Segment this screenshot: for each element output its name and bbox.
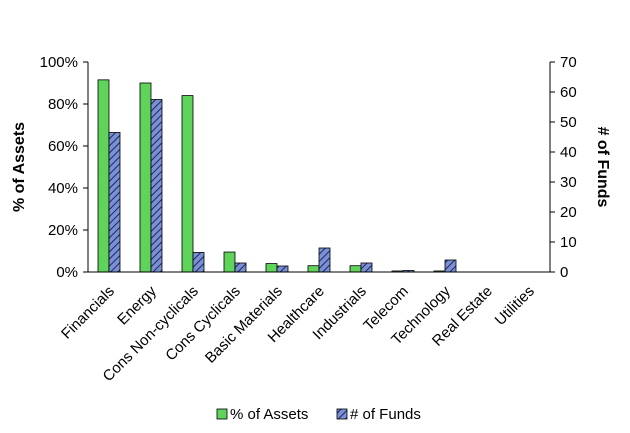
right-tick-label: 20 [560, 204, 577, 221]
right-axis-title: # of Funds [594, 127, 611, 208]
bar-funds [192, 252, 205, 273]
left-tick-label: 0% [56, 264, 78, 281]
bar-funds [150, 99, 163, 273]
left-tick-label: 40% [48, 180, 78, 197]
left-tick-label: 80% [48, 96, 78, 113]
bar-assets [349, 265, 362, 273]
legend-swatch-funds [336, 408, 348, 420]
right-tick-label: 50 [560, 114, 577, 131]
right-tick-label: 30 [560, 174, 577, 191]
right-tick-label: 10 [560, 234, 577, 251]
legend-swatch-assets [216, 408, 228, 420]
left-tick-label: 60% [48, 138, 78, 155]
bar-funds [444, 259, 457, 273]
legend-label-funds: # of Funds [350, 406, 421, 423]
right-tick-label: 40 [560, 144, 577, 161]
bar-assets [307, 265, 320, 273]
right-tick-label: 0 [560, 264, 568, 281]
bar-funds [318, 247, 331, 273]
legend-label-assets: % of Assets [230, 406, 308, 423]
category-label: Utilities [492, 283, 538, 329]
legend: % of Assets # of Funds [216, 406, 421, 423]
left-y-ticks: 0% 20% 40% 60% 80% 100% [40, 54, 88, 281]
bar-funds [234, 262, 247, 273]
category-label: Cons Cyclicals [162, 283, 244, 365]
bar-assets [139, 82, 152, 273]
left-tick-label: 20% [48, 222, 78, 239]
bar-assets [97, 79, 110, 273]
right-tick-label: 70 [560, 54, 577, 71]
left-tick-label: 100% [40, 54, 78, 71]
right-y-ticks: 0 10 20 30 40 50 60 70 [550, 54, 577, 281]
bar-funds [360, 262, 373, 273]
bar-assets [181, 95, 194, 273]
bar-assets [265, 263, 278, 273]
left-axis-title: % of Assets [11, 122, 28, 212]
category-label: Financials [58, 283, 118, 343]
right-tick-label: 60 [560, 84, 577, 101]
bar-funds [108, 132, 121, 273]
bar-assets [223, 251, 236, 273]
bars-layer [97, 79, 457, 273]
bar-funds [276, 265, 289, 273]
